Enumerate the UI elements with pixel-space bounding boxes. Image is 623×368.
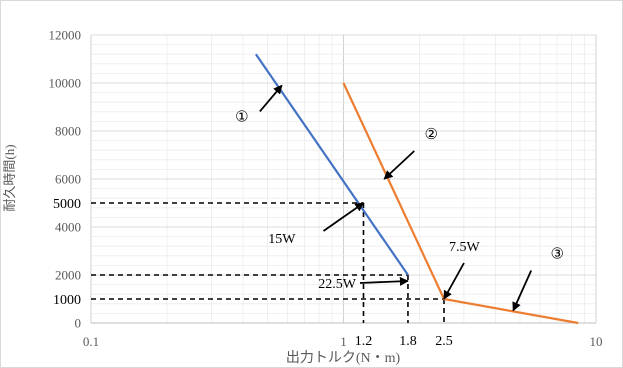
annotation-label: ③ <box>550 247 563 263</box>
annotation-arrow <box>443 262 465 300</box>
annotation-label: ① <box>235 109 248 125</box>
y-tick-label: 2000 <box>55 268 81 283</box>
annotation-label: 15W <box>268 232 296 247</box>
annotation-arrow <box>512 270 533 312</box>
y-tick-label: 8000 <box>55 124 81 139</box>
x-axis-label: 出力トルク(N・m) <box>286 350 401 366</box>
x-tick-label: 0.1 <box>83 334 99 349</box>
annotation-label: 22.5W <box>318 277 357 292</box>
y-tick-label: 6000 <box>55 172 81 187</box>
annotation-arrow <box>322 202 365 232</box>
annotation-arrow <box>383 150 415 180</box>
x-tick-label: 10 <box>590 334 603 349</box>
y-tick-label: 10000 <box>49 76 82 91</box>
y-marker-label: 1000 <box>53 293 81 308</box>
x-marker-label: 2.5 <box>435 334 453 349</box>
annotation-arrow <box>259 84 283 112</box>
y-tick-label: 12000 <box>49 28 82 43</box>
annotation-label: 7.5W <box>449 240 481 255</box>
y-tick-label: 0 <box>75 316 82 331</box>
y-marker-label: 5000 <box>53 197 81 212</box>
x-tick-label: 1 <box>340 334 347 349</box>
x-marker-label: 1.8 <box>399 334 417 349</box>
annotation-arrow <box>359 276 409 286</box>
annotation-label: ② <box>425 127 438 143</box>
y-axis-label: 耐久時間(h) <box>2 144 17 211</box>
y-tick-label: 4000 <box>55 220 81 235</box>
x-marker-label: 1.2 <box>355 334 373 349</box>
